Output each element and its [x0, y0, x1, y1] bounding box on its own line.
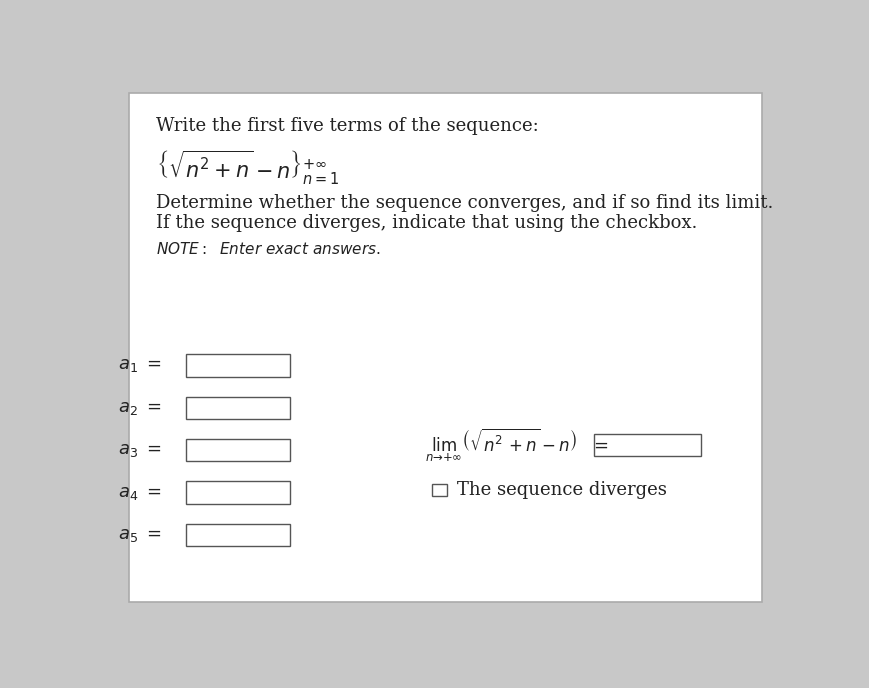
- FancyBboxPatch shape: [186, 482, 290, 504]
- FancyBboxPatch shape: [594, 434, 701, 456]
- Text: $a_3$$ \ =$: $a_3$$ \ =$: [118, 441, 163, 459]
- FancyBboxPatch shape: [432, 484, 447, 496]
- Text: The sequence diverges: The sequence diverges: [457, 481, 667, 499]
- Text: $\lim_{n \to +\infty}\left(\sqrt{n^2 + n} - n\right)$: $\lim_{n \to +\infty}\left(\sqrt{n^2 + n…: [425, 426, 577, 464]
- Text: Determine whether the sequence converges, and if so find its limit.: Determine whether the sequence converges…: [156, 194, 773, 212]
- Text: $\mathit{NOTE{:}\ \ Enter\ exact\ answers.}$: $\mathit{NOTE{:}\ \ Enter\ exact\ answer…: [156, 241, 381, 257]
- FancyBboxPatch shape: [186, 524, 290, 546]
- Text: $a_5$$ \ =$: $a_5$$ \ =$: [118, 526, 163, 544]
- FancyBboxPatch shape: [186, 354, 290, 376]
- FancyBboxPatch shape: [186, 397, 290, 419]
- Text: $a_2$$ \ =$: $a_2$$ \ =$: [118, 399, 163, 417]
- Text: $a_1$$ \ =$: $a_1$$ \ =$: [118, 356, 163, 374]
- FancyBboxPatch shape: [186, 439, 290, 462]
- Text: $\left\{\sqrt{n^2 + n} - n\right\}_{n=1}^{+\infty}$: $\left\{\sqrt{n^2 + n} - n\right\}_{n=1}…: [156, 149, 340, 187]
- Text: $=$: $=$: [590, 436, 609, 454]
- Text: $a_4$$ \ =$: $a_4$$ \ =$: [118, 484, 163, 502]
- Text: Write the first five terms of the sequence:: Write the first five terms of the sequen…: [156, 117, 539, 135]
- Text: If the sequence diverges, indicate that using the checkbox.: If the sequence diverges, indicate that …: [156, 214, 697, 232]
- FancyBboxPatch shape: [129, 93, 762, 602]
